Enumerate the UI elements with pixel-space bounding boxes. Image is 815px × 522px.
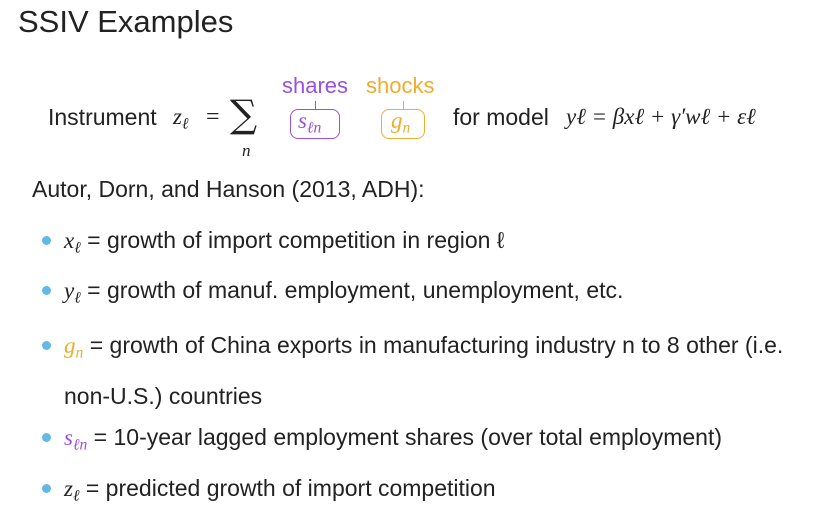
- title: SSIV Examples: [18, 4, 234, 39]
- symbol: z: [173, 104, 182, 129]
- bullet-dot: [42, 236, 51, 245]
- s-symbol: sℓn: [298, 108, 321, 138]
- bullet-text: yℓ = growth of manuf. employment, unempl…: [64, 269, 814, 320]
- instrument-label: Instrument: [48, 104, 157, 130]
- bullet-text: sℓn = 10-year lagged employment shares (…: [64, 416, 814, 467]
- subscript: ℓ: [74, 239, 81, 257]
- shocks-box: [381, 109, 425, 139]
- sum: ∑: [230, 92, 258, 136]
- description: = growth of manuf. employment, unemploym…: [80, 277, 624, 303]
- math-symbol: yℓ: [64, 278, 81, 307]
- math-symbol: xℓ: [64, 228, 81, 257]
- description: = growth of China exports in manufacturi…: [64, 332, 784, 409]
- math-symbol: zℓ: [64, 476, 79, 505]
- z-symbol: zℓ: [173, 104, 188, 134]
- bullet-dot: [42, 484, 51, 493]
- symbol: x: [64, 228, 75, 253]
- g-symbol: gn: [391, 108, 410, 138]
- symbol: z: [64, 476, 73, 501]
- bullet-dot: [42, 286, 51, 295]
- model: yℓ = βxℓ + γ′wℓ + εℓ: [566, 104, 756, 129]
- shocks-label: shocks: [366, 73, 435, 98]
- for-model: for model: [453, 104, 549, 130]
- subscript: n: [75, 344, 84, 362]
- equals: =: [206, 104, 220, 130]
- symbol: y: [64, 278, 75, 303]
- symbol: s: [64, 425, 73, 450]
- bullet-dot: [42, 433, 51, 442]
- connector: [315, 101, 316, 109]
- subscript: n: [402, 119, 411, 137]
- symbol: s: [298, 108, 307, 133]
- subscript: ℓ: [181, 115, 189, 133]
- subscript: ℓ: [72, 487, 80, 505]
- sum-index: n: [242, 141, 251, 160]
- intro: Autor, Dorn, and Hanson (2013, ADH):: [32, 176, 425, 202]
- symbol: g: [391, 108, 403, 133]
- description: = 10-year lagged employment shares (over…: [87, 424, 723, 450]
- shares-label: shares: [282, 73, 349, 98]
- subscript: ℓ: [74, 289, 81, 307]
- connector: [403, 101, 404, 109]
- description: = predicted growth of import competition: [79, 475, 496, 501]
- description: = growth of import competition in region…: [80, 227, 505, 253]
- bullet-text: gn = growth of China exports in manufact…: [64, 324, 814, 418]
- bullet-dot: [42, 341, 51, 350]
- subscript: ℓn: [72, 436, 88, 454]
- symbol: g: [64, 333, 76, 358]
- subscript: ℓn: [306, 119, 322, 137]
- bullet-text: xℓ = growth of import competition in reg…: [64, 219, 814, 270]
- math-symbol: gn: [64, 333, 83, 362]
- math-symbol: sℓn: [64, 425, 87, 454]
- shares-box: [290, 109, 340, 139]
- bullet-text: zℓ = predicted growth of import competit…: [64, 467, 814, 518]
